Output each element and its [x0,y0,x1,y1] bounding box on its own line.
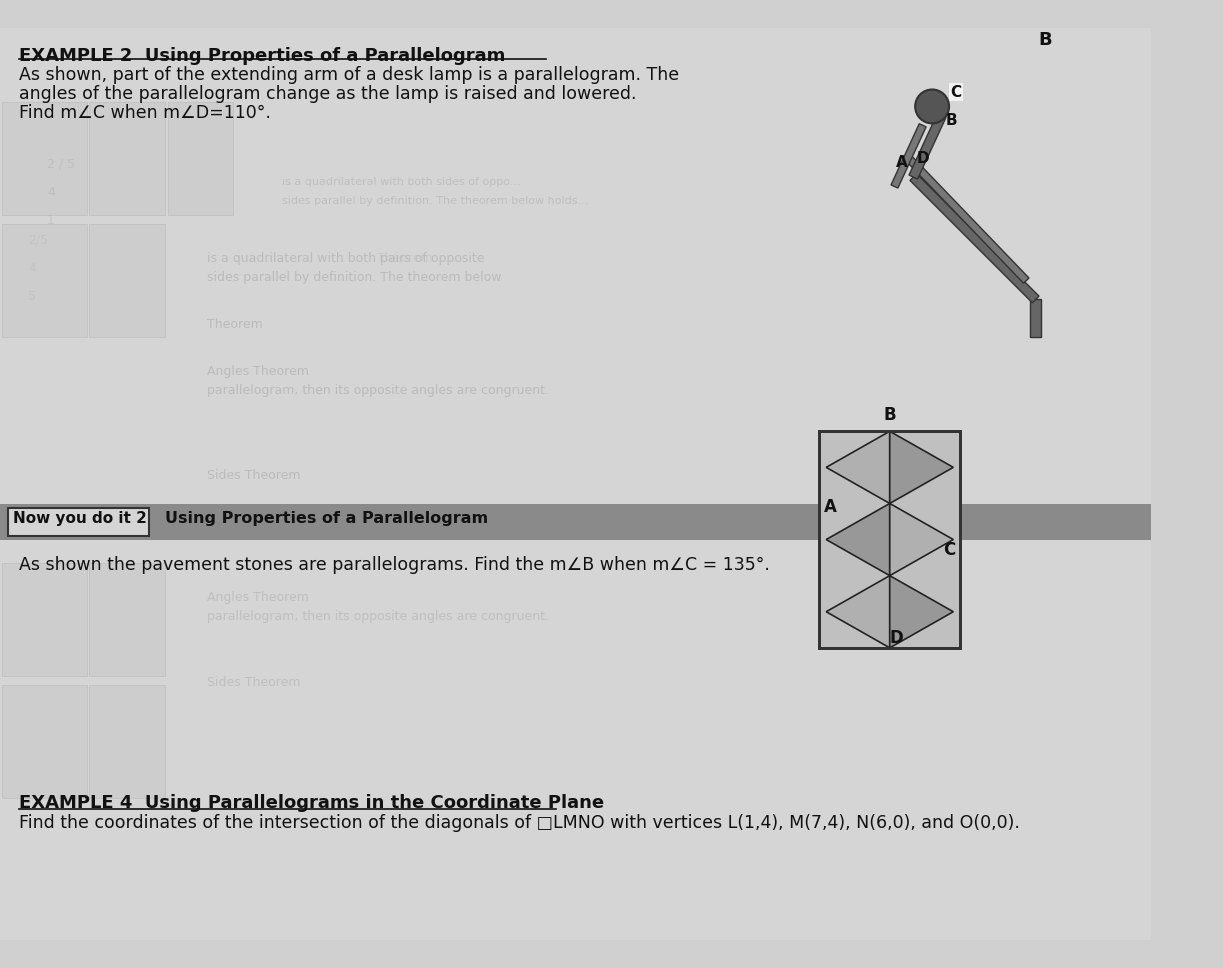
Polygon shape [890,432,953,503]
Polygon shape [906,156,1029,284]
Text: 4: 4 [28,261,37,275]
Text: 2 / 5: 2 / 5 [46,158,75,170]
Text: parallelogram, then its opposite angles are congruent.: parallelogram, then its opposite angles … [207,384,549,397]
Text: sides parallel by definition. The theorem below: sides parallel by definition. The theore… [207,271,501,285]
Text: parallelogram, then its opposite angles are congruent.: parallelogram, then its opposite angles … [207,610,549,623]
Text: Find the coordinates of the intersection of the diagonals of □LMNO with vertices: Find the coordinates of the intersection… [18,814,1020,832]
Bar [819,432,960,648]
Polygon shape [910,173,1040,303]
Polygon shape [890,503,953,576]
Bar [2,225,87,337]
Text: is a quadrilateral with both sides of oppo...: is a quadrilateral with both sides of op… [283,177,521,187]
Text: A: A [824,499,837,516]
Text: is a quadrilateral with both pairs of opposite: is a quadrilateral with both pairs of op… [207,253,484,265]
Text: D: D [916,151,929,166]
Text: sides parallel by definition. The theorem below holds...: sides parallel by definition. The theore… [283,196,588,206]
Polygon shape [827,503,890,576]
Bar [89,225,165,337]
Text: Now you do it 2: Now you do it 2 [13,511,147,527]
Text: Theorem: Theorem [207,318,263,331]
Text: As shown the pavement stones are parallelograms. Find the m∠B when m∠C = 135°.: As shown the pavement stones are paralle… [18,556,769,574]
Text: A: A [896,156,907,170]
Text: Theorem: Theorem [377,253,433,265]
Text: B: B [945,113,956,128]
Text: Angles Theorem: Angles Theorem [207,365,309,378]
Text: Angles Theorem: Angles Theorem [207,591,309,604]
Polygon shape [827,432,890,503]
Text: EXAMPLE 2  Using Properties of a Parallelogram: EXAMPLE 2 Using Properties of a Parallel… [18,47,505,65]
Bar [2,102,87,215]
Text: B: B [1038,31,1052,49]
Bar [2,563,87,676]
Text: 1: 1 [46,214,55,227]
Text: As shown, part of the extending arm of a desk lamp is a parallelogram. The: As shown, part of the extending arm of a… [18,66,679,84]
Text: Sides Theorem: Sides Theorem [207,469,301,482]
Text: Sides Theorem: Sides Theorem [207,676,301,689]
Text: Find m∠C when m∠D=110°.: Find m∠C when m∠D=110°. [18,104,270,122]
Polygon shape [1030,299,1041,337]
Text: B: B [883,406,896,424]
Polygon shape [892,124,926,188]
Text: 4: 4 [46,186,55,198]
Bar [819,432,960,648]
Bar [168,102,234,215]
Text: 2/5: 2/5 [28,233,49,247]
Text: C: C [950,85,961,100]
Bar [89,102,165,215]
Polygon shape [890,576,953,648]
Text: 5: 5 [28,290,37,303]
Bar [7,507,149,535]
Polygon shape [827,576,890,648]
Bar [0,503,1152,539]
Circle shape [915,89,949,123]
Text: C: C [943,541,955,560]
Bar [89,685,165,799]
Text: D: D [890,629,904,647]
Bar [2,685,87,799]
Polygon shape [909,114,945,179]
Text: Using Properties of a Parallelogram: Using Properties of a Parallelogram [165,511,488,527]
Text: EXAMPLE 4  Using Parallelograms in the Coordinate Plane: EXAMPLE 4 Using Parallelograms in the Co… [18,794,604,812]
Text: angles of the parallelogram change as the lamp is raised and lowered.: angles of the parallelogram change as th… [18,85,636,103]
Bar [89,563,165,676]
